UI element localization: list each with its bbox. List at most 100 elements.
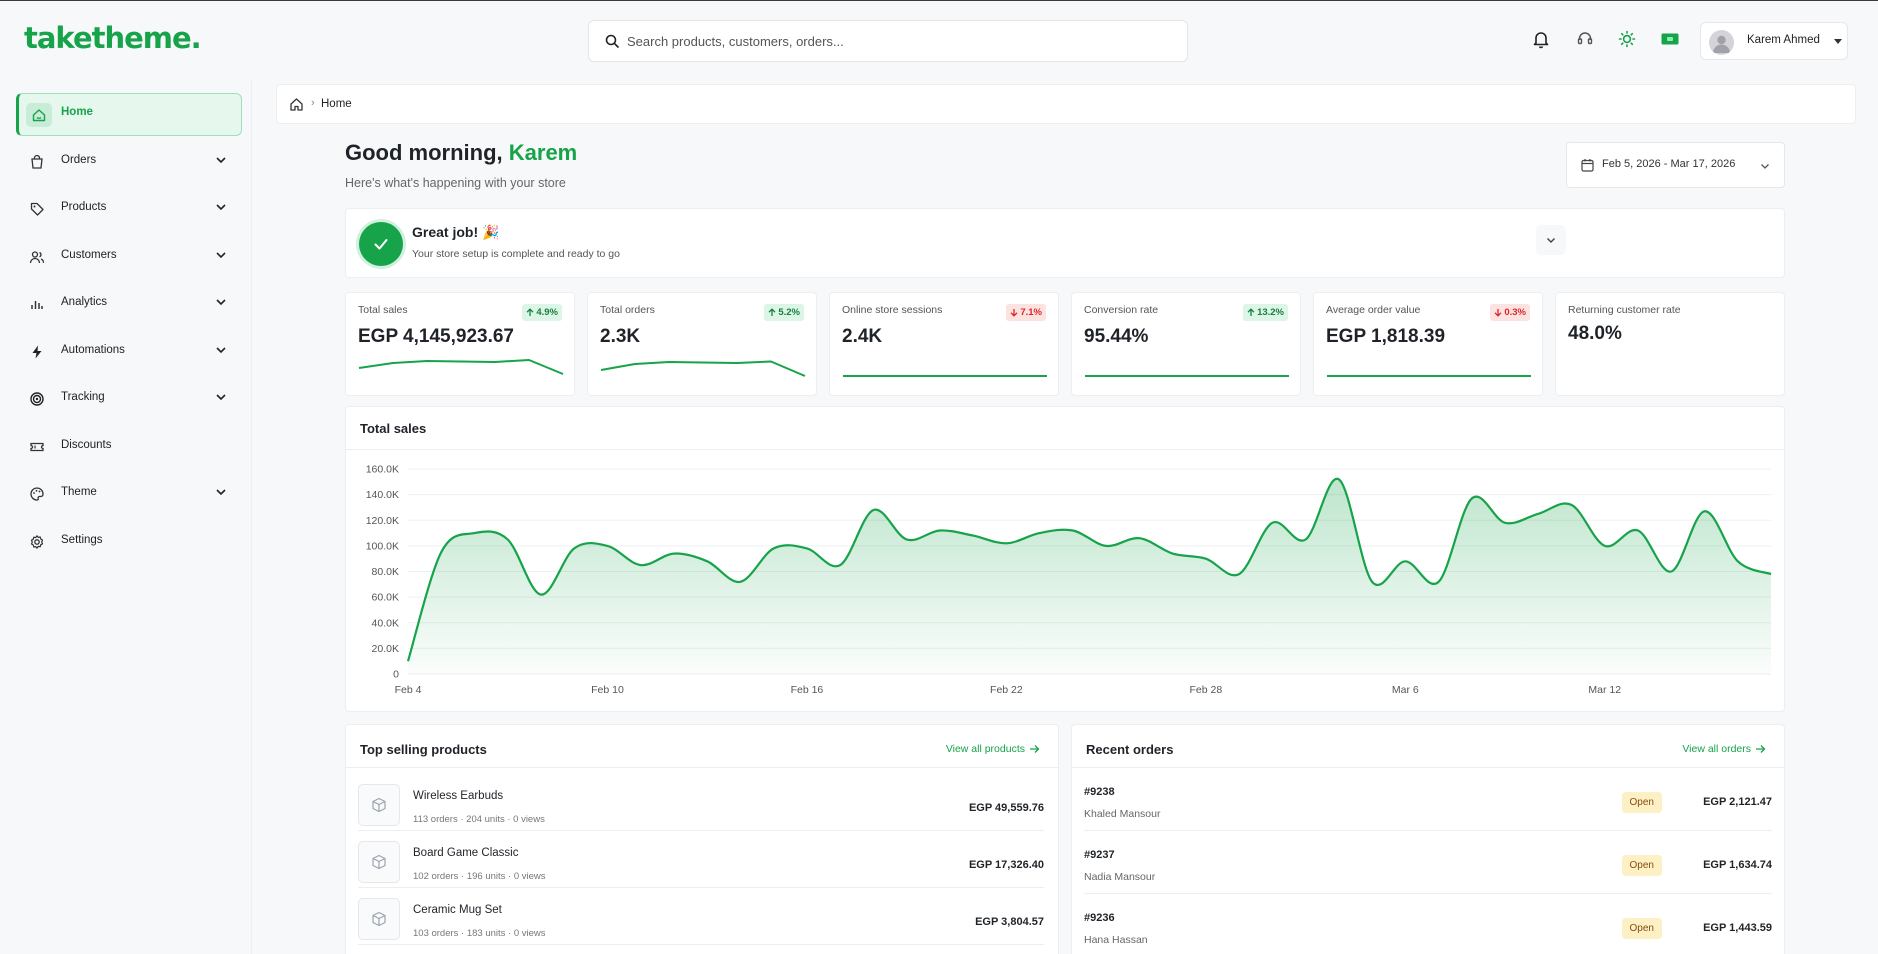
- sidebar-item-customers[interactable]: Customers: [16, 235, 242, 278]
- product-row[interactable]: Ceramic Mug Set 103 orders · 183 units · …: [358, 888, 1044, 945]
- breadcrumb-separator: ›: [311, 97, 315, 109]
- product-name: Ceramic Mug Set: [413, 904, 502, 916]
- product-name: Wireless Earbuds: [413, 790, 504, 802]
- sidebar-item-products[interactable]: Products: [16, 187, 242, 230]
- sidebar-item-automations[interactable]: Automations: [16, 330, 242, 373]
- sidebar-item-label: Home: [61, 106, 93, 118]
- sidebar-item-home[interactable]: Home: [16, 93, 242, 136]
- metric-label: Conversion rate: [1084, 304, 1159, 316]
- status-badge: Open: [1621, 855, 1662, 876]
- greeting-prefix: Good morning,: [345, 140, 509, 165]
- metric-card[interactable]: Returning customer rate 48.0%: [1555, 292, 1785, 396]
- change-value: 7.1%: [1020, 307, 1042, 318]
- change-value: 13.2%: [1257, 307, 1284, 318]
- y-tick-label: 100.0K: [366, 540, 399, 552]
- expand-button[interactable]: [1536, 225, 1566, 255]
- sidebar-item-analytics[interactable]: Analytics: [16, 282, 242, 325]
- breadcrumb: › Home: [276, 84, 1856, 124]
- sidebar-item-label: Orders: [61, 154, 97, 166]
- view-all-products-link[interactable]: View all products: [946, 743, 1040, 755]
- order-customer: Hana Hassan: [1084, 934, 1148, 946]
- y-tick-label: 160.0K: [366, 464, 399, 476]
- link-label: View all orders: [1682, 743, 1751, 755]
- user-menu[interactable]: Karem Ahmed: [1700, 22, 1848, 60]
- chevron-down-icon: [216, 347, 226, 354]
- bell-icon[interactable]: [1529, 27, 1553, 51]
- ticket-icon: [26, 436, 48, 458]
- metric-label: Total orders: [600, 304, 655, 316]
- order-id: #9236: [1084, 912, 1115, 924]
- series-area: [408, 478, 1771, 674]
- series-line: [406, 477, 1772, 662]
- product-name: Board Game Classic: [413, 847, 519, 859]
- sidebar-item-settings[interactable]: Settings: [16, 520, 242, 563]
- x-tick-label: Feb 16: [791, 684, 824, 696]
- order-customer: Khaled Mansour: [1084, 808, 1161, 820]
- metric-card[interactable]: Total orders 2.3K 5.2%: [587, 292, 817, 396]
- metric-card[interactable]: Online store sessions 2.4K 7.1%: [829, 292, 1059, 396]
- order-id: #9237: [1084, 849, 1115, 861]
- metric-card[interactable]: Conversion rate 95.44% 13.2%: [1071, 292, 1301, 396]
- x-tick-label: Feb 10: [591, 684, 624, 696]
- sidebar-item-orders[interactable]: Orders: [16, 140, 242, 183]
- metric-card[interactable]: Total sales EGP 4,145,923.67 4.9%: [345, 292, 575, 396]
- box-icon: [358, 841, 400, 883]
- recent-orders-panel: Recent orders View all orders #9238 Khale…: [1071, 724, 1785, 954]
- search-box[interactable]: [588, 20, 1188, 62]
- order-row[interactable]: #9236 Hana Hassan Open EGP 1,443.59: [1084, 894, 1772, 954]
- sparkline: [600, 360, 806, 377]
- change-value: 0.3%: [1504, 307, 1526, 318]
- product-row[interactable]: Board Game Classic 102 orders · 196 units…: [358, 831, 1044, 888]
- date-range-picker[interactable]: Feb 5, 2026 - Mar 17, 2026: [1566, 142, 1785, 188]
- brand-logo[interactable]: takethemе.: [24, 21, 202, 55]
- y-tick-label: 140.0K: [366, 489, 399, 501]
- sidebar-item-label: Discounts: [61, 439, 112, 451]
- order-row[interactable]: #9237 Nadia Mansour Open EGP 1,634.74: [1084, 831, 1772, 894]
- support-icon[interactable]: [1573, 27, 1597, 51]
- divider: [346, 449, 1784, 450]
- total-sales-chart: 0 20.0K 40.0K 60.0K 80.0K 100.0K 120.0K 140.0K 1…: [366, 464, 1772, 696]
- view-all-orders-link[interactable]: View all orders: [1682, 743, 1766, 755]
- metric-value: EGP 1,818.39: [1326, 326, 1446, 347]
- order-total: EGP 1,634.74: [1703, 859, 1772, 871]
- page-subtitle: Here's what's happening with your store: [345, 176, 566, 190]
- currency-icon[interactable]: [1658, 27, 1682, 51]
- panel-title: Recent orders: [1086, 742, 1174, 757]
- divider: [346, 767, 1058, 768]
- home-icon[interactable]: [289, 97, 304, 112]
- arrow-right-icon: [1756, 745, 1766, 753]
- sidebar-item-theme[interactable]: Theme: [16, 472, 242, 515]
- sidebar: Home Orders Products Customers Analytics…: [0, 80, 252, 954]
- sparkline: [1327, 375, 1531, 377]
- chevron-down-icon: [216, 394, 226, 401]
- total-sales-chart-card: Total sales 0 20.0K 40.0K 60.0K 80.0K 100.0K 1…: [345, 406, 1785, 712]
- product-revenue: EGP 17,326.40: [968, 859, 1044, 871]
- greeting-name: Karem: [508, 140, 578, 165]
- x-tick-label: Mar 12: [1588, 684, 1621, 696]
- metric-value: 2.4K: [842, 326, 883, 347]
- metric-label: Total sales: [358, 304, 408, 316]
- metric-card[interactable]: Average order value EGP 1,818.39 0.3%: [1313, 292, 1543, 396]
- arrow-down-icon: [1010, 309, 1018, 317]
- product-row[interactable]: Wireless Earbuds 113 orders · 204 units ·…: [358, 774, 1044, 831]
- product-meta: 113 orders · 204 units · 0 views: [413, 814, 545, 825]
- sidebar-item-tracking[interactable]: Tracking: [16, 377, 242, 420]
- bolt-icon: [26, 341, 48, 363]
- metric-value: EGP 4,145,923.67: [358, 326, 514, 347]
- search-input[interactable]: [627, 21, 1177, 61]
- metric-value: 2.3K: [600, 326, 641, 347]
- target-icon: [26, 388, 48, 410]
- chevron-down-icon: [216, 204, 226, 211]
- sun-icon[interactable]: [1615, 27, 1639, 51]
- metric-value: 48.0%: [1568, 323, 1622, 344]
- sidebar-item-discounts[interactable]: Discounts: [16, 425, 242, 468]
- sidebar-item-label: Settings: [61, 534, 103, 546]
- order-total: EGP 1,443.59: [1703, 922, 1772, 934]
- calendar-icon: [1581, 159, 1594, 172]
- order-row[interactable]: #9238 Khaled Mansour Open EGP 2,121.47: [1084, 768, 1772, 831]
- sparkline: [1085, 375, 1289, 377]
- chart-title: Total sales: [360, 421, 427, 436]
- metric-label: Returning customer rate: [1568, 304, 1681, 316]
- change-badge: 4.9%: [522, 304, 562, 321]
- date-range-value: Feb 5, 2026 - Mar 17, 2026: [1602, 158, 1736, 170]
